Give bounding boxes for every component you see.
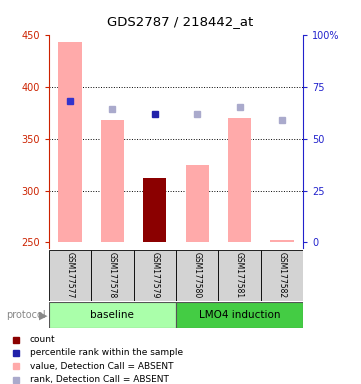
Bar: [49, 302, 176, 328]
Text: GSM177581: GSM177581: [235, 252, 244, 299]
Text: GSM177579: GSM177579: [150, 252, 159, 299]
Bar: [176, 302, 303, 328]
Text: baseline: baseline: [90, 310, 134, 320]
Bar: [101, 120, 124, 242]
Bar: [261, 250, 303, 301]
Bar: [91, 250, 134, 301]
Text: rank, Detection Call = ABSENT: rank, Detection Call = ABSENT: [30, 375, 169, 384]
Text: GSM177578: GSM177578: [108, 252, 117, 299]
Text: ▶: ▶: [39, 310, 48, 320]
Bar: [134, 250, 176, 301]
Bar: [218, 250, 261, 301]
Text: GDS2787 / 218442_at: GDS2787 / 218442_at: [107, 15, 254, 28]
Bar: [176, 250, 218, 301]
Bar: [186, 164, 209, 242]
Bar: [270, 240, 294, 242]
Text: percentile rank within the sample: percentile rank within the sample: [30, 348, 183, 358]
Bar: [58, 42, 82, 242]
Text: GSM177580: GSM177580: [193, 252, 202, 299]
Bar: [49, 250, 91, 301]
Text: GSM177582: GSM177582: [278, 252, 287, 299]
Text: value, Detection Call = ABSENT: value, Detection Call = ABSENT: [30, 362, 173, 371]
Text: GSM177577: GSM177577: [65, 252, 74, 299]
Bar: [228, 118, 251, 242]
Text: LMO4 induction: LMO4 induction: [199, 310, 280, 320]
Bar: [143, 178, 166, 242]
Text: protocol: protocol: [6, 310, 46, 320]
Text: count: count: [30, 335, 55, 344]
